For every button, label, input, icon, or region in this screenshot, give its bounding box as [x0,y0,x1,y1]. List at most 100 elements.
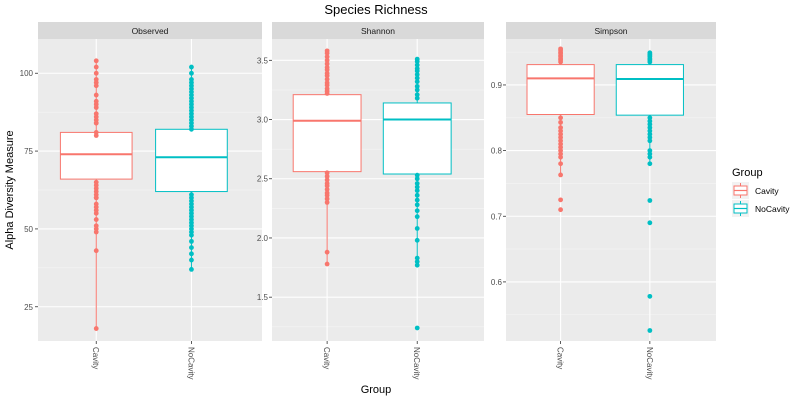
data-point [558,119,563,125]
panel-observed: Observed 25 50 75 100 Cavity NoCavity [20,22,262,379]
data-point [93,58,99,64]
data-point [324,187,330,192]
data-point [414,188,420,193]
data-point [558,197,563,203]
data-point [189,232,194,238]
chart-title: Species Richness [324,2,428,17]
data-point [647,128,653,134]
y-tick-label: 0.6 [491,278,503,287]
legend-label-cavity: Cavity [755,186,779,196]
box-simpson-nocavity [615,50,684,333]
data-point [558,138,563,144]
data-point [647,135,653,140]
data-point [324,73,330,79]
panel-simpson: Simpson 0.6 0.7 0.8 0.9 Cavity NoCavity [491,22,716,379]
data-point [414,192,420,198]
x-tick-label: NoCavity [186,347,195,379]
strip-label-simpson: Simpson [594,26,627,36]
data-point [647,121,653,127]
data-point [414,202,420,208]
data-point [189,257,194,263]
data-point [324,61,330,67]
x-tick-label: NoCavity [645,347,654,379]
data-point [647,138,653,144]
legend-item-nocavity: NoCavity [732,200,790,217]
data-point [93,70,99,76]
data-point [558,151,563,157]
data-point [647,59,653,65]
x-axis-title: Group [361,384,392,396]
data-point [558,128,563,134]
data-point [414,325,420,331]
data-point [414,68,420,74]
data-point [414,262,420,268]
data-point [324,57,330,63]
data-point [93,105,99,110]
strip-observed [38,22,262,39]
y-tick-label: 75 [24,147,33,156]
legend-title: Group [732,167,763,179]
legend: Group Cavity NoCavity [732,167,790,217]
data-point [414,259,420,265]
data-point [189,126,194,132]
data-point [558,125,563,131]
data-point [93,64,99,70]
data-point [414,92,420,98]
y-tick-label: 0.8 [491,147,503,156]
legend-item-cavity: Cavity [732,182,779,199]
box-simpson-cavity [526,46,595,213]
y-tick-label: 3.5 [257,56,269,65]
data-point [647,154,653,160]
box-body [59,131,133,180]
data-point [414,226,420,231]
box-body [155,128,228,193]
data-point [414,75,420,81]
data-point [414,62,420,68]
y-tick-label: 25 [24,303,33,312]
strip-label-shannon: Shannon [361,26,395,36]
data-point [414,181,420,186]
data-point [324,82,330,88]
data-point [324,249,330,255]
data-point [647,125,653,131]
data-point [324,261,330,267]
data-point [558,154,563,160]
data-point [558,141,563,147]
y-tick-label: 50 [24,225,33,234]
panel-background-shannon [272,39,484,341]
y-tick-label: 1.5 [257,293,269,302]
data-point [414,237,420,243]
data-point [93,326,99,331]
data-point [558,161,563,167]
data-point [558,135,563,140]
y-tick-label: 0.7 [491,212,503,221]
box-body [615,64,684,116]
y-axis-title: Alpha Diversity Measure [4,130,16,249]
data-point [414,208,420,214]
data-point [647,161,653,167]
data-point [93,133,99,138]
data-point [324,173,330,179]
data-point [414,79,420,85]
data-point [558,144,563,150]
strip-shannon [272,22,484,39]
data-point [189,245,194,250]
data-point [189,64,194,70]
data-point [324,54,330,60]
data-point [414,214,420,220]
x-tick-label: Cavity [322,347,331,369]
data-point [414,87,420,93]
data-point [647,198,653,203]
box-body [382,102,452,175]
box-observed-nocavity [155,64,228,272]
y-tick-label: 2.5 [257,175,269,184]
data-point [647,220,653,226]
data-point [647,131,653,137]
data-point [558,148,563,154]
strip-label-observed: Observed [132,26,169,36]
data-point [93,248,99,254]
y-tick-label: 0.9 [491,81,503,90]
data-point [93,217,99,222]
